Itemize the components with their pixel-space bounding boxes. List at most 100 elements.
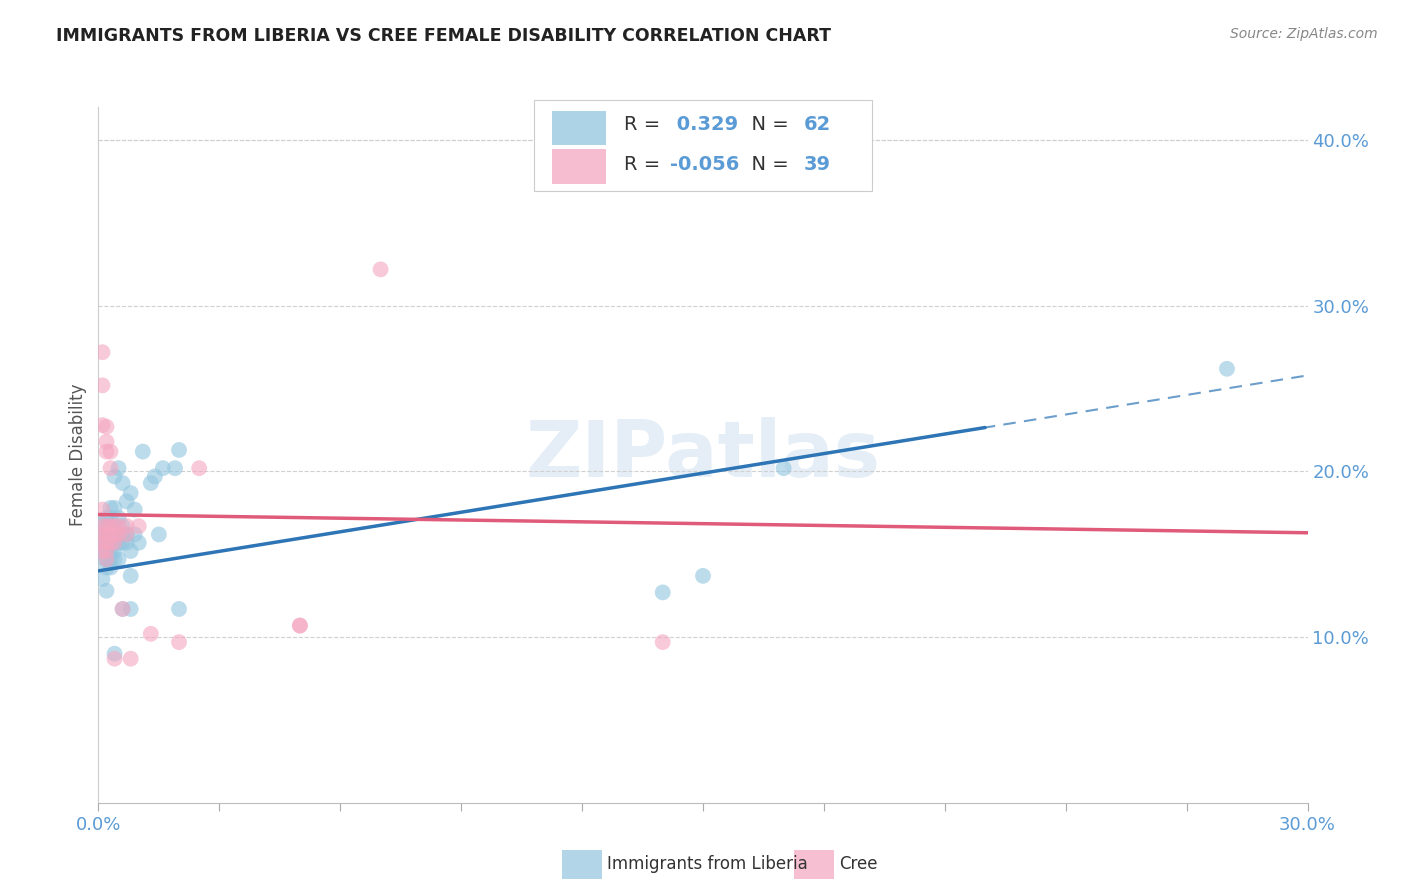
Point bbox=[100, 519, 122, 533]
Point bbox=[103, 651, 125, 665]
Point bbox=[100, 444, 122, 458]
Point bbox=[124, 527, 146, 541]
Point bbox=[148, 527, 170, 541]
Point bbox=[100, 535, 122, 549]
Point bbox=[103, 535, 125, 549]
Point bbox=[96, 535, 118, 549]
Point bbox=[96, 552, 118, 566]
Point bbox=[120, 569, 142, 583]
Point bbox=[91, 544, 114, 558]
Text: Cree: Cree bbox=[839, 855, 877, 873]
Point bbox=[111, 602, 134, 616]
Point bbox=[91, 502, 114, 516]
Point bbox=[128, 535, 150, 549]
Point bbox=[288, 618, 311, 632]
Point bbox=[115, 527, 138, 541]
Point bbox=[124, 502, 146, 516]
Text: Immigrants from Liberia: Immigrants from Liberia bbox=[607, 855, 808, 873]
Point bbox=[107, 527, 129, 541]
Point bbox=[91, 345, 114, 359]
FancyBboxPatch shape bbox=[553, 111, 606, 145]
Point bbox=[111, 535, 134, 549]
Point bbox=[111, 519, 134, 533]
Point bbox=[103, 647, 125, 661]
Point bbox=[96, 419, 118, 434]
Point bbox=[100, 527, 122, 541]
Point bbox=[96, 519, 118, 533]
Point bbox=[103, 519, 125, 533]
Point bbox=[91, 378, 114, 392]
Point bbox=[91, 544, 114, 558]
Point bbox=[167, 442, 190, 457]
Point bbox=[163, 461, 186, 475]
Point bbox=[115, 494, 138, 508]
Point bbox=[115, 527, 138, 541]
Point bbox=[120, 651, 142, 665]
Point bbox=[107, 511, 129, 525]
Text: 0.329: 0.329 bbox=[671, 115, 738, 134]
Point bbox=[96, 434, 118, 449]
Point bbox=[772, 461, 794, 475]
Point bbox=[96, 560, 118, 574]
Text: 39: 39 bbox=[803, 154, 831, 174]
Text: IMMIGRANTS FROM LIBERIA VS CREE FEMALE DISABILITY CORRELATION CHART: IMMIGRANTS FROM LIBERIA VS CREE FEMALE D… bbox=[56, 27, 831, 45]
Point bbox=[96, 444, 118, 458]
Point bbox=[107, 552, 129, 566]
Point bbox=[103, 469, 125, 483]
Point bbox=[651, 585, 673, 599]
Text: N =: N = bbox=[740, 115, 796, 134]
Point bbox=[100, 544, 122, 558]
Point bbox=[103, 519, 125, 533]
FancyBboxPatch shape bbox=[534, 100, 872, 191]
Point bbox=[120, 602, 142, 616]
Text: 62: 62 bbox=[803, 115, 831, 134]
Point bbox=[120, 544, 142, 558]
Point bbox=[111, 476, 134, 491]
Point bbox=[91, 519, 114, 533]
Point bbox=[91, 517, 114, 532]
Point bbox=[107, 519, 129, 533]
Point bbox=[111, 527, 134, 541]
Point bbox=[167, 635, 190, 649]
Point bbox=[188, 461, 211, 475]
Point bbox=[100, 552, 122, 566]
Point bbox=[139, 627, 162, 641]
Point bbox=[132, 444, 155, 458]
Point bbox=[100, 500, 122, 515]
Point bbox=[100, 519, 122, 533]
Point bbox=[103, 552, 125, 566]
Point bbox=[128, 519, 150, 533]
Point bbox=[100, 527, 122, 541]
Point bbox=[100, 560, 122, 574]
Point bbox=[115, 519, 138, 533]
Point bbox=[120, 486, 142, 500]
Point bbox=[103, 500, 125, 515]
Y-axis label: Female Disability: Female Disability bbox=[69, 384, 87, 526]
Point bbox=[91, 418, 114, 433]
Point bbox=[1216, 361, 1239, 376]
Point bbox=[651, 635, 673, 649]
Point bbox=[288, 618, 311, 632]
Text: R =: R = bbox=[624, 154, 666, 174]
Text: Source: ZipAtlas.com: Source: ZipAtlas.com bbox=[1230, 27, 1378, 41]
Point bbox=[107, 461, 129, 475]
Point bbox=[96, 535, 118, 549]
Point bbox=[91, 572, 114, 586]
Point bbox=[103, 527, 125, 541]
FancyBboxPatch shape bbox=[553, 149, 606, 184]
Point bbox=[115, 535, 138, 549]
Point bbox=[100, 511, 122, 525]
Text: ZIPatlas: ZIPatlas bbox=[526, 417, 880, 493]
Point bbox=[91, 527, 114, 541]
Point bbox=[91, 527, 114, 541]
Point bbox=[96, 544, 118, 558]
Point bbox=[96, 583, 118, 598]
Point bbox=[143, 469, 166, 483]
Point bbox=[692, 569, 714, 583]
Point bbox=[91, 550, 114, 565]
Point bbox=[96, 552, 118, 566]
Point bbox=[91, 535, 114, 549]
Point bbox=[96, 519, 118, 533]
Point bbox=[111, 602, 134, 616]
Point bbox=[103, 544, 125, 558]
